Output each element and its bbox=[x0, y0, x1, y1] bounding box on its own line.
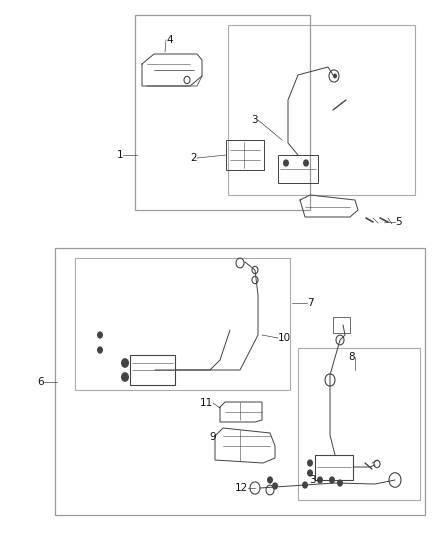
Text: 2: 2 bbox=[191, 153, 197, 163]
Circle shape bbox=[121, 372, 129, 382]
Circle shape bbox=[333, 74, 337, 78]
Circle shape bbox=[337, 479, 343, 487]
Circle shape bbox=[97, 346, 103, 354]
Text: 4: 4 bbox=[166, 35, 173, 45]
Circle shape bbox=[272, 482, 278, 490]
Bar bbox=[228, 25, 415, 195]
Circle shape bbox=[267, 477, 273, 483]
Text: 12: 12 bbox=[235, 483, 248, 493]
Bar bbox=[278, 155, 318, 183]
Text: 9: 9 bbox=[209, 432, 216, 442]
Circle shape bbox=[307, 459, 313, 467]
Text: 1: 1 bbox=[117, 150, 123, 160]
Text: 6: 6 bbox=[37, 377, 44, 387]
Circle shape bbox=[317, 477, 323, 483]
Text: 3: 3 bbox=[309, 475, 316, 485]
Bar bbox=[75, 258, 290, 390]
Circle shape bbox=[97, 332, 103, 338]
Circle shape bbox=[303, 159, 309, 167]
Bar bbox=[333, 317, 350, 333]
Bar bbox=[55, 248, 425, 515]
Bar bbox=[315, 455, 353, 480]
Circle shape bbox=[329, 477, 335, 483]
Circle shape bbox=[283, 159, 289, 167]
Text: 5: 5 bbox=[395, 217, 402, 227]
Bar bbox=[135, 15, 310, 210]
Circle shape bbox=[121, 358, 129, 368]
Bar bbox=[226, 140, 264, 170]
Bar bbox=[130, 355, 175, 385]
Text: 7: 7 bbox=[307, 298, 314, 308]
Text: 8: 8 bbox=[348, 352, 355, 362]
Bar bbox=[298, 348, 420, 500]
Text: 10: 10 bbox=[278, 333, 291, 343]
Circle shape bbox=[307, 470, 313, 477]
Circle shape bbox=[302, 481, 308, 489]
Text: 3: 3 bbox=[251, 115, 258, 125]
Text: 11: 11 bbox=[200, 398, 213, 408]
